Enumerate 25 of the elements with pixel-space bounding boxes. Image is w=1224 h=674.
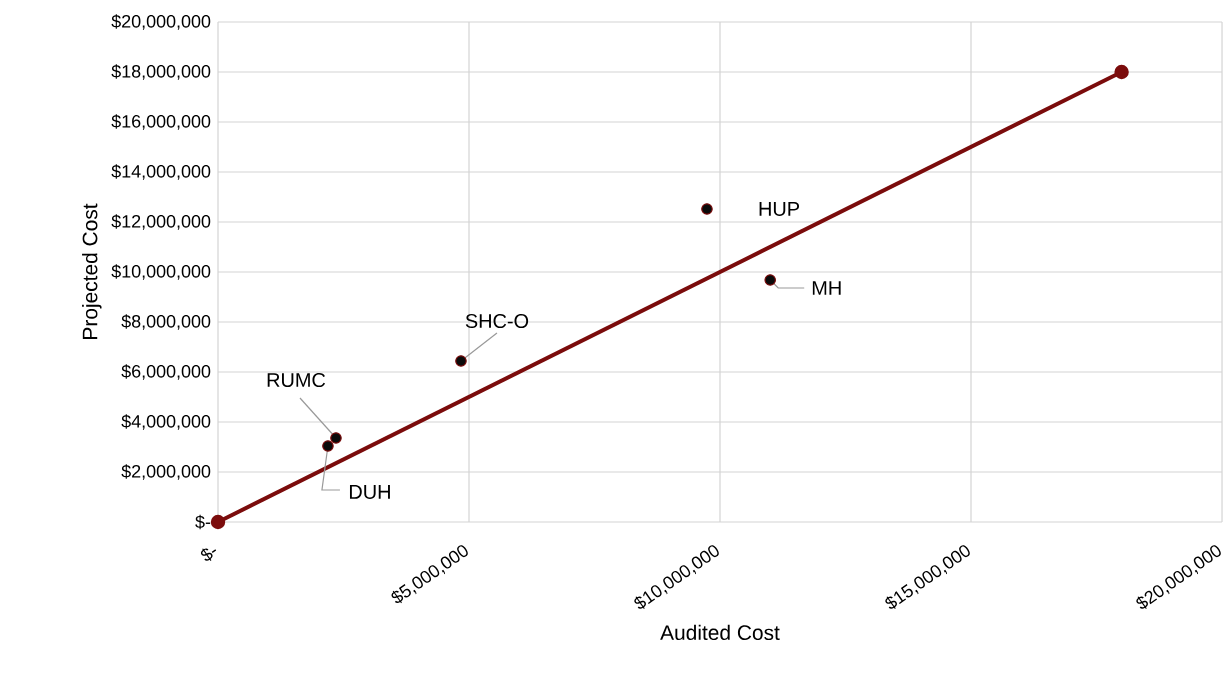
point	[455, 355, 467, 367]
y-tick-label: $6,000,000	[121, 364, 211, 380]
annotation: RUMC	[267, 372, 326, 388]
y-axis-title: Projected Cost	[82, 203, 102, 339]
y-tick-label: $4,000,000	[121, 414, 211, 430]
annotation: DUH	[349, 485, 390, 499]
point	[1114, 64, 1129, 80]
y-tick-label: $10,000,000	[111, 264, 211, 280]
annotation: SHC-O	[465, 313, 529, 329]
annotation: HUP	[759, 202, 800, 216]
y-tick-label: $16,000,000	[111, 114, 211, 130]
y-tick-label: $12,000,000	[111, 214, 211, 230]
y-tick-label: $8,000,000	[121, 314, 211, 330]
y-tick-label: $18,000,000	[111, 64, 211, 80]
x-axis-title: Audited Cost	[660, 624, 780, 641]
y-tick-label: $14,000,000	[111, 164, 211, 180]
point	[764, 274, 777, 286]
point	[322, 440, 334, 452]
y-tick-label: $2,000,000	[121, 464, 211, 480]
y-tick-label: $-	[195, 514, 211, 530]
point	[210, 514, 226, 530]
point	[330, 432, 342, 444]
point	[701, 203, 713, 215]
y-tick-label: $20,000,000	[111, 14, 211, 30]
annotation: MH	[812, 281, 841, 295]
